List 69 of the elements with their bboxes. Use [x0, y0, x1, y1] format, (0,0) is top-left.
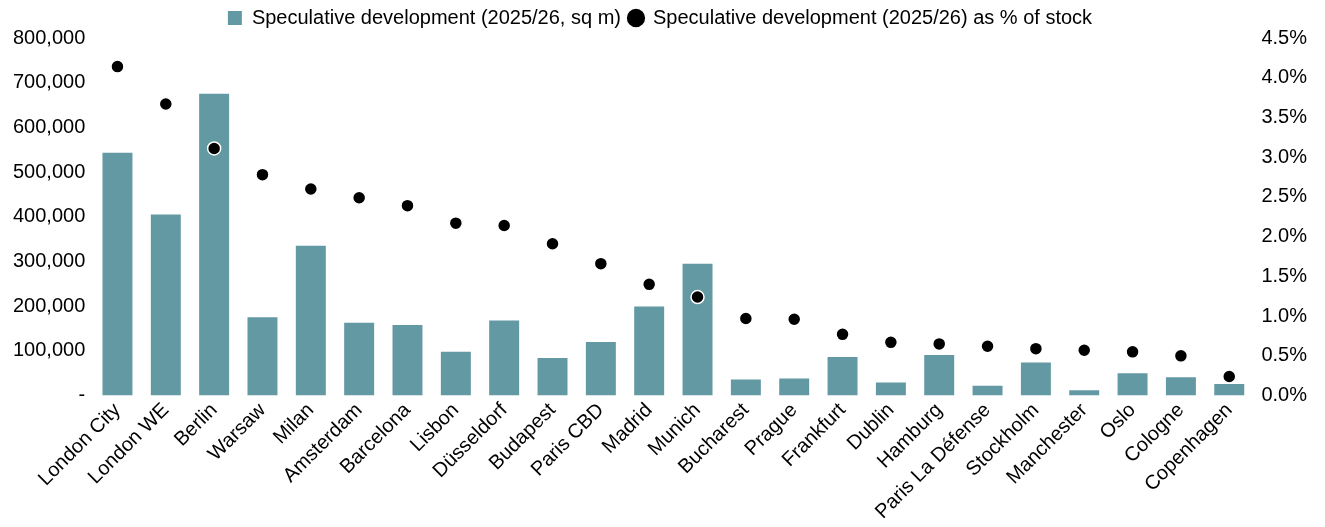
point: [400, 198, 415, 213]
y2-tick-label: 2.0%: [1261, 224, 1308, 247]
y2-tick-label: 0.5%: [1261, 343, 1308, 366]
y-tick-label: -: [78, 383, 86, 406]
bar: [1069, 390, 1100, 396]
point: [1173, 348, 1189, 364]
bar: [344, 322, 375, 396]
bar: [440, 351, 471, 396]
bar: [247, 317, 278, 396]
y2-tick-label: 2.5%: [1261, 184, 1308, 207]
bar: [1117, 373, 1148, 396]
point: [303, 181, 319, 197]
y-tick-label: 500,000: [13, 159, 86, 182]
bar: [875, 382, 906, 396]
bar: [102, 152, 133, 396]
point: [980, 339, 995, 354]
point: [110, 59, 125, 74]
y-tick-label: 400,000: [13, 204, 86, 227]
point: [786, 312, 802, 327]
y2-tick-label: 4.0%: [1261, 65, 1308, 88]
bar: [150, 214, 181, 396]
y-tick-label: 800,000: [13, 25, 86, 48]
point: [1125, 344, 1140, 360]
y2-tick-label: 1.5%: [1261, 263, 1308, 286]
bar: [924, 354, 955, 396]
y-tick-label: 300,000: [13, 248, 86, 271]
point: [883, 335, 899, 350]
bar: [634, 306, 665, 396]
bar: [972, 385, 1003, 396]
bar: [827, 357, 858, 396]
point: [690, 289, 705, 305]
bar: [730, 379, 761, 396]
y2-tick-label: 3.0%: [1261, 144, 1308, 167]
y2-tick-label: 0.0%: [1261, 383, 1308, 406]
bar: [489, 320, 520, 396]
y2-tick-label: 3.5%: [1261, 104, 1308, 127]
bar: [682, 263, 713, 396]
legend-label: Speculative development (2025/26, sq m): [251, 5, 621, 28]
bar: [779, 378, 810, 396]
legend-label: Speculative development (2025/26) as % of stock: [652, 5, 1094, 28]
point: [1028, 341, 1044, 356]
bar: [199, 93, 230, 396]
point: [931, 336, 947, 352]
bar: [392, 324, 423, 396]
point: [255, 167, 270, 182]
bar: [1020, 362, 1051, 396]
point: [1076, 343, 1092, 358]
point: [158, 96, 174, 112]
point: [496, 218, 512, 233]
point: [593, 256, 609, 271]
point: [206, 141, 222, 156]
point: [448, 215, 464, 231]
point: [835, 327, 850, 342]
point: [545, 236, 560, 252]
y-tick-label: 100,000: [13, 338, 86, 361]
bar: [585, 341, 616, 396]
point: [641, 277, 657, 292]
bar: [1165, 377, 1196, 396]
bar: [1214, 383, 1245, 396]
point: [1221, 369, 1237, 384]
bar: [295, 245, 326, 396]
y-tick-label: 200,000: [13, 293, 86, 316]
y-tick-label: 700,000: [13, 70, 86, 93]
y2-tick-label: 4.5%: [1261, 25, 1308, 48]
y-tick-label: 600,000: [13, 114, 86, 137]
point: [738, 311, 754, 326]
point: [351, 190, 367, 205]
bar: [537, 358, 568, 396]
y2-tick-label: 1.0%: [1261, 303, 1308, 326]
